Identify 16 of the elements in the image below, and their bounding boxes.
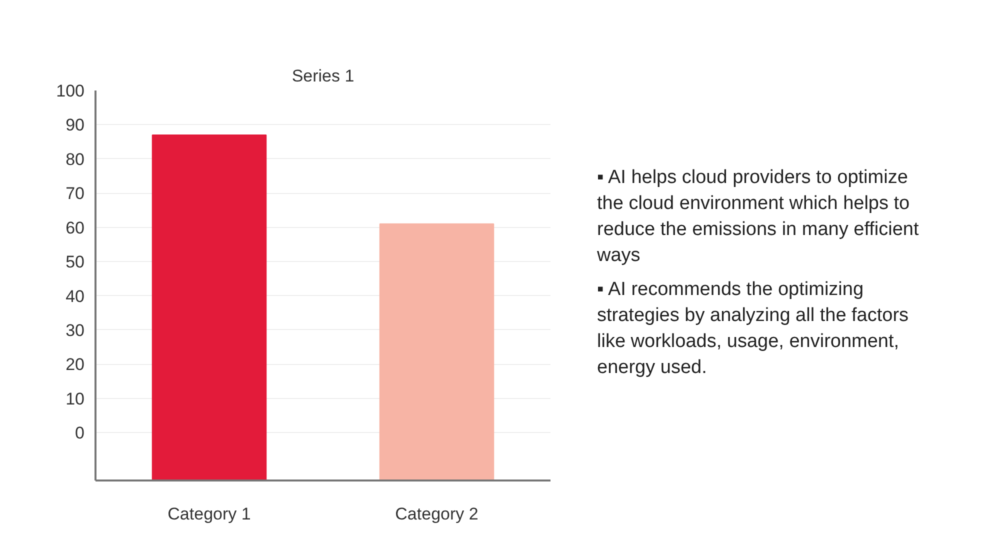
text: ▪ AI recommends the optimizing strategies by analyzing all the factors like workloads, usage, environment, energy used. [597, 278, 910, 380]
text: ▪ AI helps cloud providers to optimize the cloud environment which helps to reduce the emissions in many efficient ways [597, 166, 920, 268]
y-tick-label: 100 [56, 82, 85, 100]
y-tick-label: 0 [75, 424, 85, 443]
y-tick-label: 30 [66, 320, 85, 340]
y-tick-label: 20 [66, 355, 85, 374]
y-tick-label: 50 [66, 252, 85, 272]
y-tick-label: 60 [66, 218, 85, 238]
x-tick-label: Category 2 [395, 504, 478, 524]
y-tick-label: 80 [66, 150, 85, 169]
chart-title: Series 1 [292, 66, 354, 86]
y-tick-label: 10 [66, 389, 85, 408]
y-tick-label: 90 [66, 116, 85, 135]
x-tick-label: Category 1 [168, 504, 251, 524]
y-tick-label: 40 [66, 286, 85, 306]
y-tick-label: 70 [66, 184, 85, 204]
